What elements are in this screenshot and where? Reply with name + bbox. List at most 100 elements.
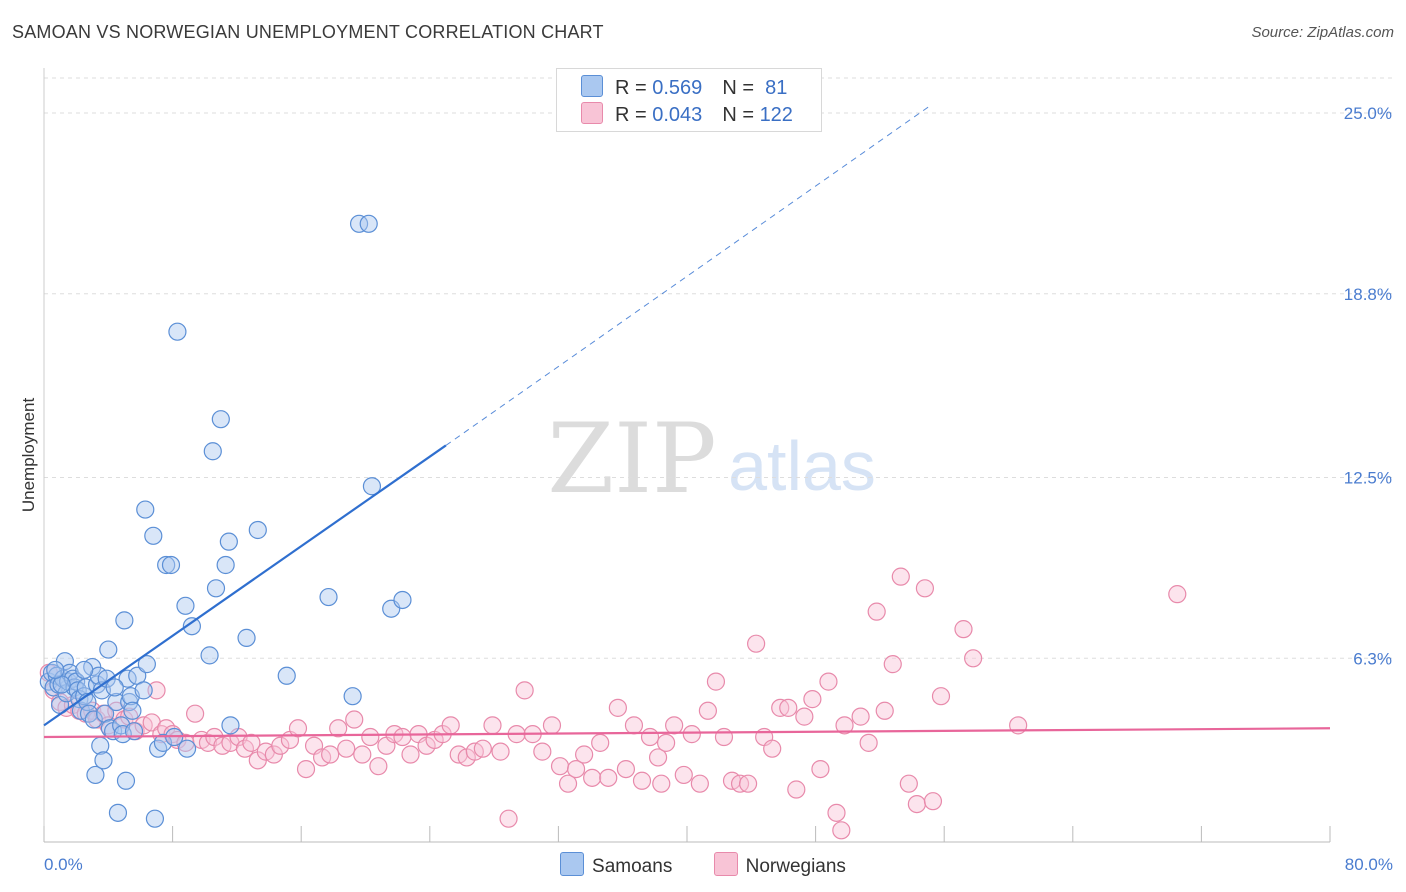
norwegians-point: [714, 727, 734, 747]
norwegians-point: [859, 733, 878, 752]
samoans-point: [157, 555, 176, 575]
samoans-point: [108, 803, 128, 822]
norwegians-point: [288, 719, 308, 738]
samoans-point: [206, 579, 226, 598]
norwegians-point: [640, 727, 660, 747]
norwegians-point: [599, 768, 618, 787]
legend-swatch-samoans: [581, 75, 603, 97]
source-label: Source: ZipAtlas.com: [1251, 24, 1394, 41]
norwegians-point: [515, 681, 534, 700]
norwegians-point: [698, 701, 717, 720]
samoans-point: [79, 704, 99, 723]
norwegians-point: [819, 672, 838, 691]
norwegians-point: [1168, 585, 1187, 604]
norwegians-point: [321, 745, 340, 764]
norwegians-point: [915, 579, 935, 598]
trend-lines: [43, 106, 1331, 739]
samoans-point: [359, 214, 378, 233]
samoans-point: [161, 555, 181, 575]
norwegians-point: [499, 809, 518, 828]
norwegians-point: [657, 733, 676, 752]
samoans-point: [116, 771, 136, 790]
norwegians-point: [608, 698, 627, 717]
legend-r-value: 0.043: [652, 104, 703, 126]
norwegians-point: [393, 727, 412, 747]
norwegians-point: [369, 757, 388, 776]
legend-n-value: 122: [759, 104, 793, 126]
norwegians-point: [345, 710, 364, 729]
norwegians-point: [271, 736, 290, 755]
norwegians-point: [899, 774, 918, 793]
norwegians-point: [575, 745, 594, 764]
samoans-point: [86, 765, 105, 785]
norwegians-point: [329, 719, 348, 738]
norwegians-point: [875, 701, 894, 720]
norwegians-point: [648, 748, 668, 767]
norwegians-point: [690, 774, 709, 793]
norwegians-point: [763, 739, 782, 758]
norwegians-point: [591, 733, 610, 752]
axes: [43, 68, 1331, 843]
legend-label-norwegians: Norwegians: [745, 856, 846, 877]
norwegians-point: [542, 716, 562, 735]
samoans-point: [277, 666, 296, 685]
norwegians-point: [682, 725, 701, 744]
legend-swatch-samoans: [560, 852, 585, 876]
stats-legend: R = 0.569 N = 81 R = 0.043 N = 122: [556, 68, 822, 132]
norwegians-point: [186, 704, 205, 723]
samoans-point: [319, 587, 338, 607]
norwegians-point: [583, 768, 602, 787]
legend-label-samoans: Samoans: [592, 856, 673, 877]
samoans-trend-extension: [445, 106, 929, 446]
norwegians-point: [803, 690, 822, 709]
samoans-point: [177, 739, 197, 758]
norwegians-point: [632, 771, 652, 790]
norwegians-point: [674, 765, 693, 785]
y-tick-label: 18.8%: [1344, 285, 1392, 304]
norwegians-point: [779, 698, 798, 717]
watermark-atlas: atlas: [728, 427, 876, 505]
norwegians-point: [566, 759, 586, 779]
legend-n-label: N =: [722, 104, 760, 126]
norwegians-point: [353, 745, 372, 764]
samoans-point: [168, 322, 187, 341]
norwegians-point: [835, 716, 854, 735]
legend-item-samoans[interactable]: Samoans: [560, 852, 672, 878]
legend-r-label: R =: [615, 104, 653, 126]
norwegians-point: [964, 649, 983, 668]
legend-r-value: 0.569: [652, 77, 703, 99]
norwegians-point: [811, 759, 830, 779]
norwegians-point: [851, 707, 870, 726]
samoans-points: [39, 214, 412, 828]
samoans-point: [99, 640, 118, 659]
norwegians-point: [867, 602, 886, 621]
samoans-point: [113, 725, 132, 744]
norwegians-point: [616, 759, 636, 779]
legend-row-samoans: R = 0.569 N = 81: [581, 75, 787, 99]
norwegians-point: [891, 567, 910, 586]
samoans-point: [123, 701, 142, 720]
norwegians-trend-line: [43, 727, 1331, 739]
norwegians-point: [795, 707, 814, 726]
samoans-point: [94, 751, 113, 770]
samoans-point: [349, 214, 369, 233]
norwegians-point: [296, 759, 316, 779]
norwegians-point: [883, 655, 902, 674]
norwegians-points: [39, 567, 1187, 840]
samoans-point: [343, 687, 362, 706]
norwegians-point: [907, 794, 926, 814]
samoans-point: [393, 590, 412, 610]
norwegians-point: [652, 774, 671, 793]
norwegians-point: [827, 803, 846, 822]
y-tick-label: 12.5%: [1344, 468, 1392, 487]
norwegians-point: [550, 757, 570, 776]
samoans-point: [153, 733, 173, 752]
norwegians-point: [491, 742, 510, 761]
samoans-point: [362, 477, 382, 496]
norwegians-point: [931, 687, 951, 706]
norwegians-point: [738, 774, 758, 793]
legend-item-norwegians[interactable]: Norwegians: [713, 852, 846, 878]
samoans-point: [248, 520, 267, 540]
samoans-point: [216, 555, 235, 575]
